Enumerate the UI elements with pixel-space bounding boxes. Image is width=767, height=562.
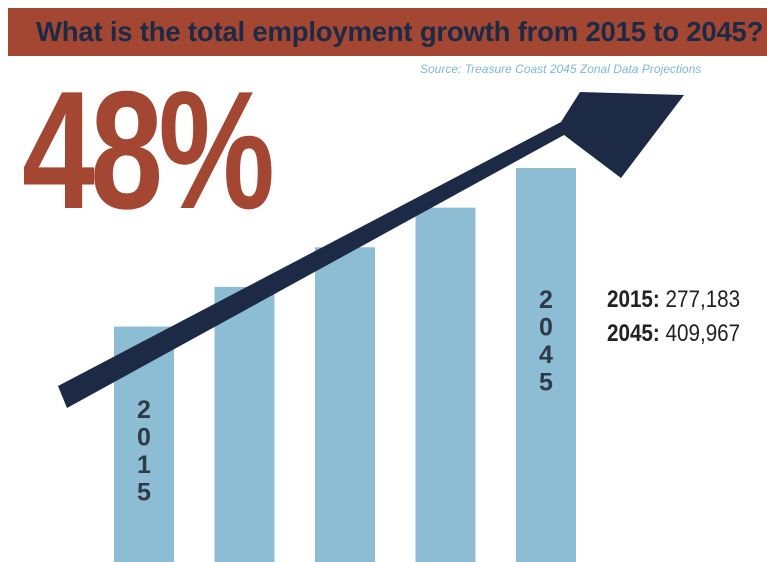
stat-value: 409,967 bbox=[665, 320, 741, 347]
growth-arrow bbox=[58, 92, 684, 408]
bar-label-group: 2 0 1 5 2 0 4 5 bbox=[137, 286, 553, 507]
title-banner: What is the total employment growth from… bbox=[8, 8, 767, 56]
stat-year: 2045: bbox=[607, 320, 660, 347]
page-title: What is the total employment growth from… bbox=[36, 16, 764, 47]
bar-3 bbox=[315, 247, 375, 562]
stat-row-2045: 2045: 409,967 bbox=[607, 317, 740, 351]
bar-2 bbox=[214, 286, 275, 562]
stat-row-2015: 2015: 277,183 bbox=[607, 283, 740, 317]
stat-value: 277,183 bbox=[665, 286, 741, 313]
stat-year: 2015: bbox=[607, 286, 660, 313]
bar-group bbox=[114, 168, 576, 562]
bar-4 bbox=[415, 207, 476, 562]
bar-5 bbox=[516, 168, 576, 562]
stats-panel: 2015: 277,183 2045: 409,967 bbox=[607, 283, 740, 351]
source-note: Source: Treasure Coast 2045 Zonal Data P… bbox=[420, 62, 702, 76]
growth-percent: 48% bbox=[22, 56, 275, 244]
